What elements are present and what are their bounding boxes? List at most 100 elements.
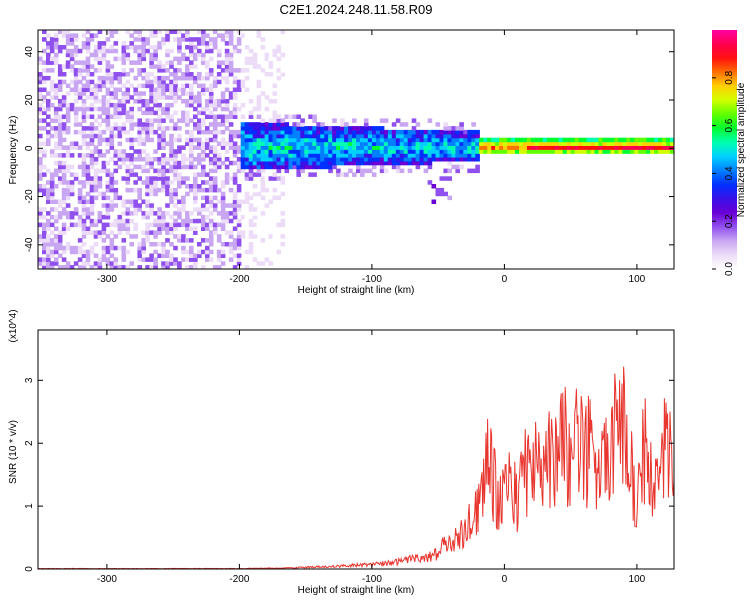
heatmap-cell [177, 265, 182, 269]
heatmap-cell [264, 176, 270, 181]
colorbar: 0.00.20.40.60.8 Normalized spectral ampl… [712, 30, 747, 276]
heatmap-cell [169, 95, 174, 100]
heatmap-cell [379, 153, 385, 158]
heatmap-cell [81, 265, 87, 269]
heatmap-cell [201, 110, 206, 116]
heatmap-cell [455, 126, 460, 131]
heatmap-cell [407, 129, 413, 135]
heatmap-cell [53, 160, 59, 166]
heatmap-cell [161, 222, 166, 228]
heatmap-cell [73, 261, 79, 266]
heatmap-cell [260, 137, 266, 143]
heatmap-cell [650, 141, 655, 146]
heatmap-cell [220, 114, 226, 119]
heatmap-cell [523, 145, 528, 150]
heatmap-cell [53, 207, 59, 212]
heatmap-cell [137, 195, 142, 201]
heatmap-cell [419, 137, 425, 143]
heatmap-cell [189, 160, 194, 166]
heatmap-cell [268, 126, 274, 131]
heatmap-cell [145, 122, 150, 127]
heatmap-cell [161, 145, 166, 150]
heatmap-cell [161, 184, 166, 189]
heatmap-cell [312, 160, 317, 166]
heatmap-cell [85, 87, 91, 92]
heatmap-cell [228, 230, 234, 235]
heatmap-cell [312, 137, 317, 143]
heatmap-cell [85, 199, 91, 204]
heatmap-cell [260, 145, 266, 150]
heatmap-cell [328, 153, 333, 158]
heatmap-cell [46, 253, 51, 258]
heatmap-cell [185, 56, 190, 62]
heatmap-cell [69, 184, 75, 189]
heatmap-cell [117, 218, 123, 224]
heatmap-cell [296, 157, 301, 162]
heatmap-cell [69, 214, 75, 220]
heatmap-cell [312, 172, 317, 177]
heatmap-cell [232, 172, 238, 177]
heatmap-cell [129, 157, 134, 162]
heatmap-cell [73, 72, 79, 77]
heatmap-cell [193, 106, 198, 112]
heatmap-cell [248, 249, 254, 255]
heatmap-cell [228, 133, 234, 139]
heatmap-cell [121, 52, 127, 58]
heatmap-cell [566, 137, 572, 143]
heatmap-cell [284, 153, 290, 158]
heatmap-cell [89, 222, 95, 228]
heatmap-cell [38, 214, 43, 220]
heatmap-cell [312, 118, 317, 123]
heatmap-cell [105, 168, 111, 174]
heatmap-cell [38, 126, 43, 131]
heatmap-cell [439, 145, 445, 150]
heatmap-cell [268, 261, 274, 266]
heatmap-cell [49, 253, 55, 258]
heatmap-cell [61, 137, 67, 143]
heatmap-cell [85, 30, 91, 34]
heatmap-cell [65, 187, 71, 193]
heatmap-cell [129, 199, 134, 204]
heatmap-cell [308, 157, 313, 162]
heatmap-cell [248, 141, 254, 146]
heatmap-cell [81, 91, 87, 96]
heatmap-cell [208, 137, 214, 143]
heatmap-cell [113, 75, 119, 81]
heatmap-cell [46, 211, 51, 216]
heatmap-cell [244, 199, 250, 204]
heatmap-cell [208, 37, 214, 42]
heatmap-cell [73, 245, 79, 251]
heatmap-cell [81, 133, 87, 139]
heatmap-cell [105, 249, 111, 255]
heatmap-cell [153, 265, 158, 269]
heatmap-cell [443, 133, 448, 139]
heatmap-cell [101, 75, 107, 81]
heatmap-cell [145, 160, 150, 166]
heatmap-cell [73, 141, 79, 146]
bottom-x-ticks: -300 -200 -100 0 100 [97, 330, 646, 585]
heatmap-cell [292, 137, 297, 143]
heatmap-cell [77, 79, 83, 85]
heatmap-cell [73, 60, 79, 65]
heatmap-cell [232, 245, 238, 251]
heatmap-cell [252, 145, 258, 150]
heatmap-cell [264, 122, 270, 127]
heatmap-cell [53, 145, 59, 150]
heatmap-cell [248, 126, 254, 131]
heatmap-cell [141, 168, 146, 174]
heatmap-cell [463, 149, 468, 154]
heatmap-cell [399, 157, 405, 162]
heatmap-cell [340, 157, 345, 162]
heatmap-cell [189, 129, 194, 135]
heatmap-cell [157, 64, 162, 69]
heatmap-cell [89, 64, 95, 69]
heatmap-cell [304, 164, 309, 170]
heatmap-cell [256, 30, 262, 34]
heatmap-cell [212, 83, 218, 89]
heatmap-cell [475, 133, 480, 139]
heatmap-cell [193, 99, 198, 104]
heatmap-cell [256, 168, 262, 174]
heatmap-cell [101, 226, 107, 231]
